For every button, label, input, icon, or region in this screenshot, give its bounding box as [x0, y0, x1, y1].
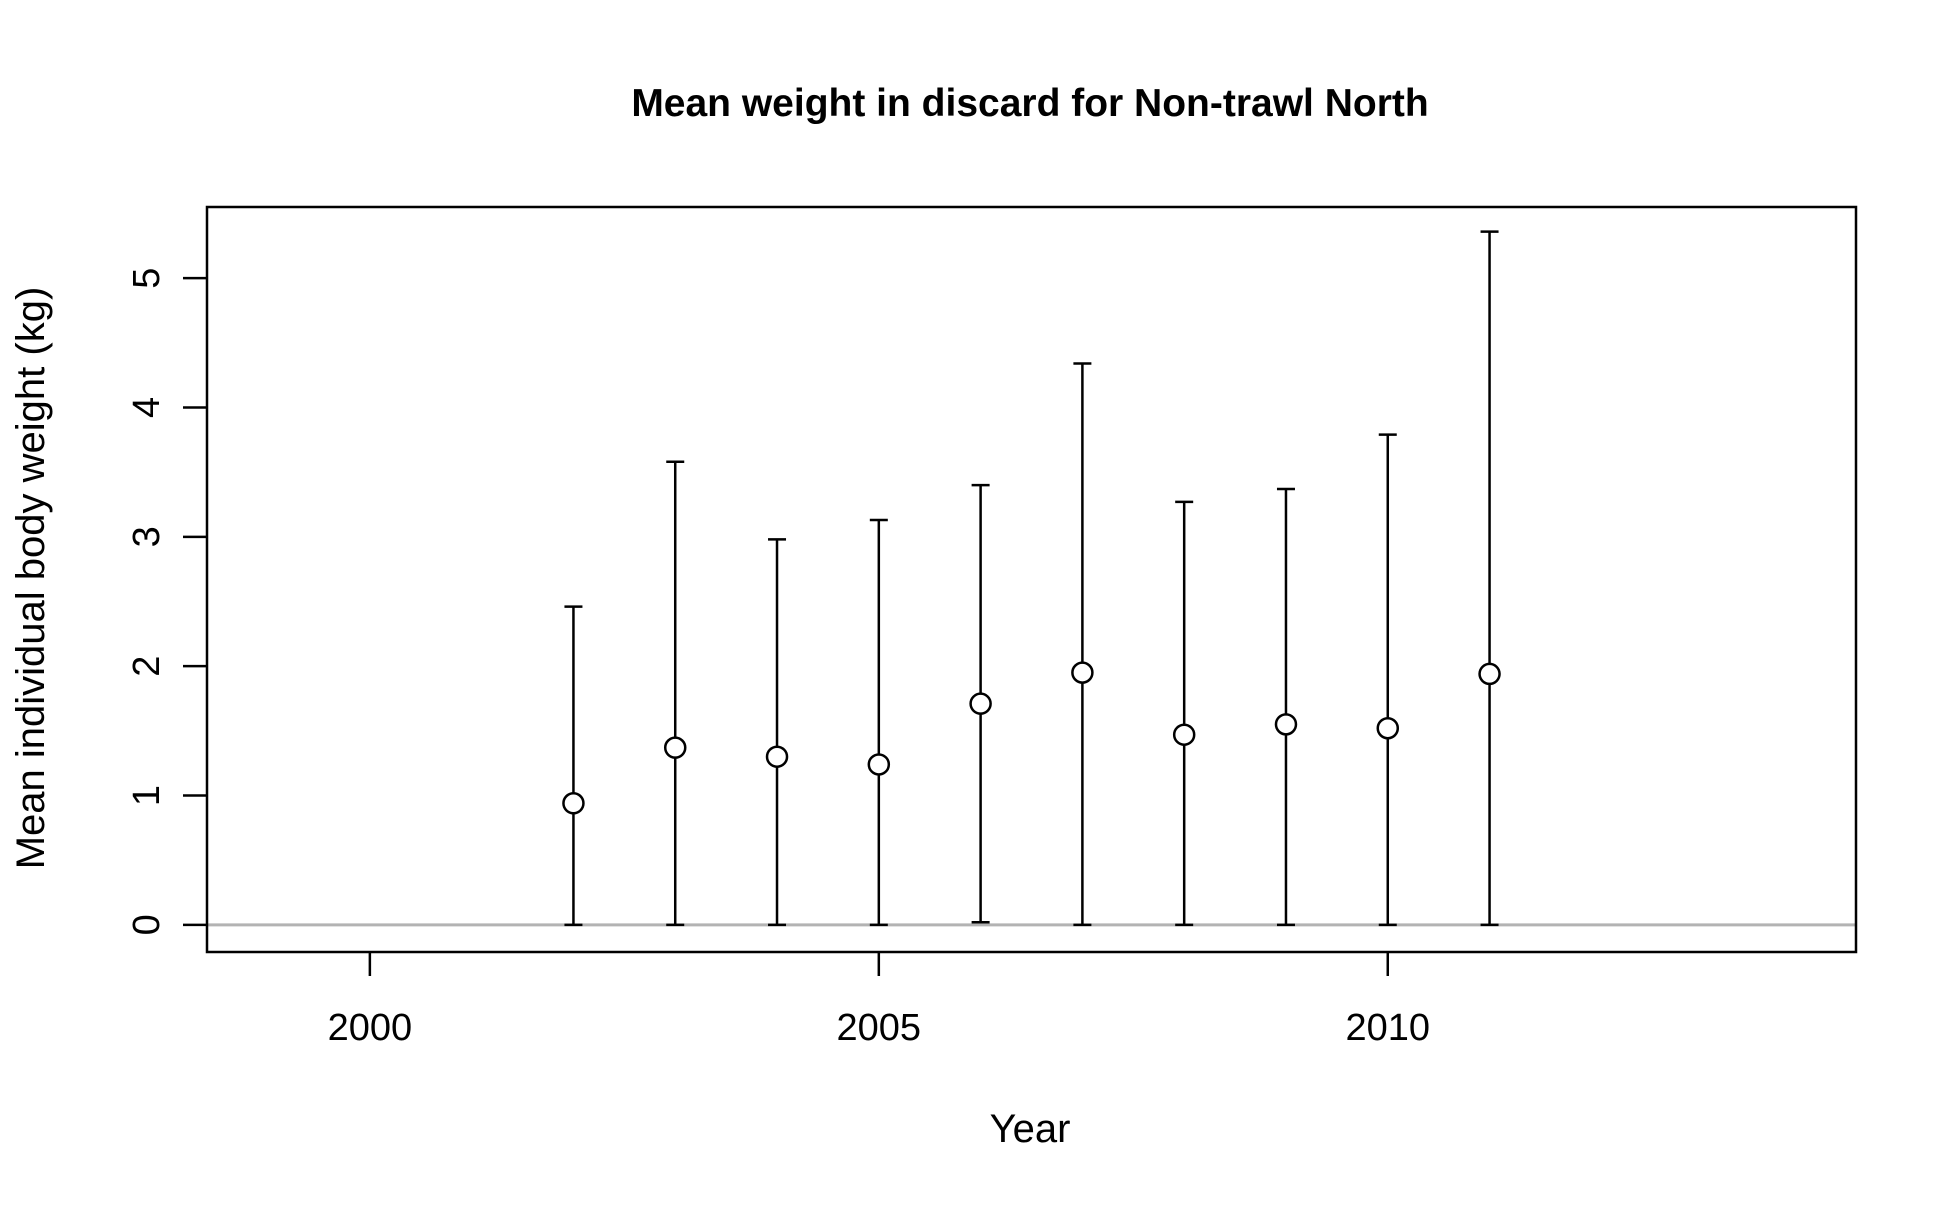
data-point	[969, 692, 992, 715]
data-point	[1376, 716, 1400, 740]
data-point	[867, 753, 891, 776]
y-tick-label: 5	[126, 268, 168, 289]
x-tick-label: 2010	[1345, 1007, 1430, 1049]
plot-frame	[205, 205, 1858, 954]
x-tick-label: 2000	[328, 1007, 413, 1049]
y-tick-label: 4	[126, 397, 168, 418]
y-tick-label: 0	[126, 914, 168, 935]
x-axis-label: Year	[990, 1107, 1071, 1151]
y-axis-label: Mean individual body weight (kg)	[9, 287, 53, 870]
data-point	[1274, 713, 1298, 736]
plot-area: 2000 2005 2010 0 1 2 3 4 5	[126, 205, 1858, 1049]
data-point	[765, 745, 789, 768]
y-tick-label: 1	[126, 785, 168, 806]
x-tick-label: 2005	[837, 1007, 922, 1049]
data-point	[1071, 661, 1094, 684]
data-point	[562, 792, 585, 815]
data-point	[1478, 662, 1501, 686]
data-point	[1172, 723, 1196, 746]
data-point	[663, 736, 687, 759]
y-tick-label: 2	[126, 656, 168, 677]
y-tick-label: 3	[126, 526, 168, 547]
chart-title: Mean weight in discard for Non-trawl Nor…	[631, 82, 1428, 125]
